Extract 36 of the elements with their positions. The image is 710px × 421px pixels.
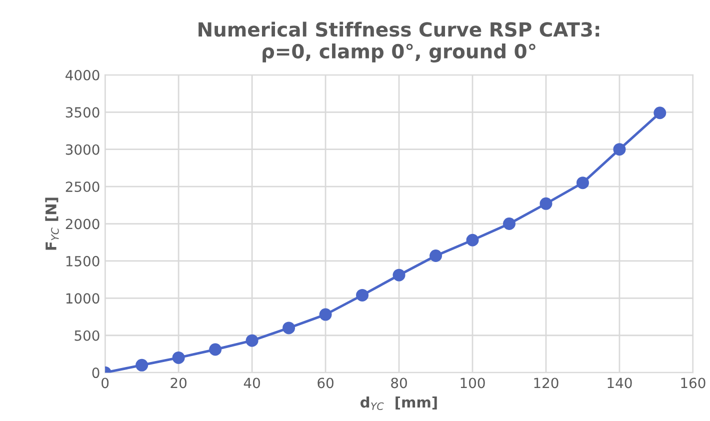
point	[246, 334, 258, 347]
point	[172, 351, 185, 364]
x-tick-label: 80	[391, 378, 407, 388]
x-tick-label: 60	[318, 378, 334, 388]
point	[576, 176, 589, 190]
point	[654, 106, 666, 120]
y-axis-title: F$_{YC}$ [N]	[45, 198, 59, 250]
point	[392, 268, 406, 282]
point	[466, 234, 479, 246]
y-tick-label: 3000	[66, 144, 100, 155]
y-tick-label: 4000	[66, 70, 100, 80]
x-tick-label: 160	[681, 378, 706, 388]
x-tick-label: 20	[170, 378, 186, 388]
y-tick-label: 3500	[66, 107, 100, 118]
point	[502, 218, 516, 230]
point	[209, 343, 222, 356]
point	[356, 288, 369, 302]
y-tick-label: 0	[92, 368, 100, 378]
x-tick-label: 120	[534, 378, 558, 388]
y-tick-label: 1500	[66, 256, 100, 266]
point	[282, 322, 296, 334]
x-tick-label: 0	[102, 378, 109, 388]
x-axis-title: d$_{YC}$ [mm]	[360, 396, 437, 410]
x-tick-label: 100	[460, 378, 485, 388]
y-tick-label: 500	[74, 330, 100, 341]
chart-title: Numerical Stiffness Curve RSP CAT3: ρ=0, clamp 0°, ground 0°	[198, 22, 600, 62]
y-tick-label: 2000	[66, 218, 100, 230]
x-tick-label: 140	[608, 378, 632, 388]
point	[430, 250, 442, 262]
point	[136, 358, 148, 372]
point	[319, 308, 332, 321]
point	[540, 197, 552, 210]
x-tick-label: 40	[244, 378, 260, 388]
y-tick-label: 1000	[66, 293, 100, 304]
y-tick-label: 2500	[66, 182, 100, 192]
point	[613, 143, 626, 156]
